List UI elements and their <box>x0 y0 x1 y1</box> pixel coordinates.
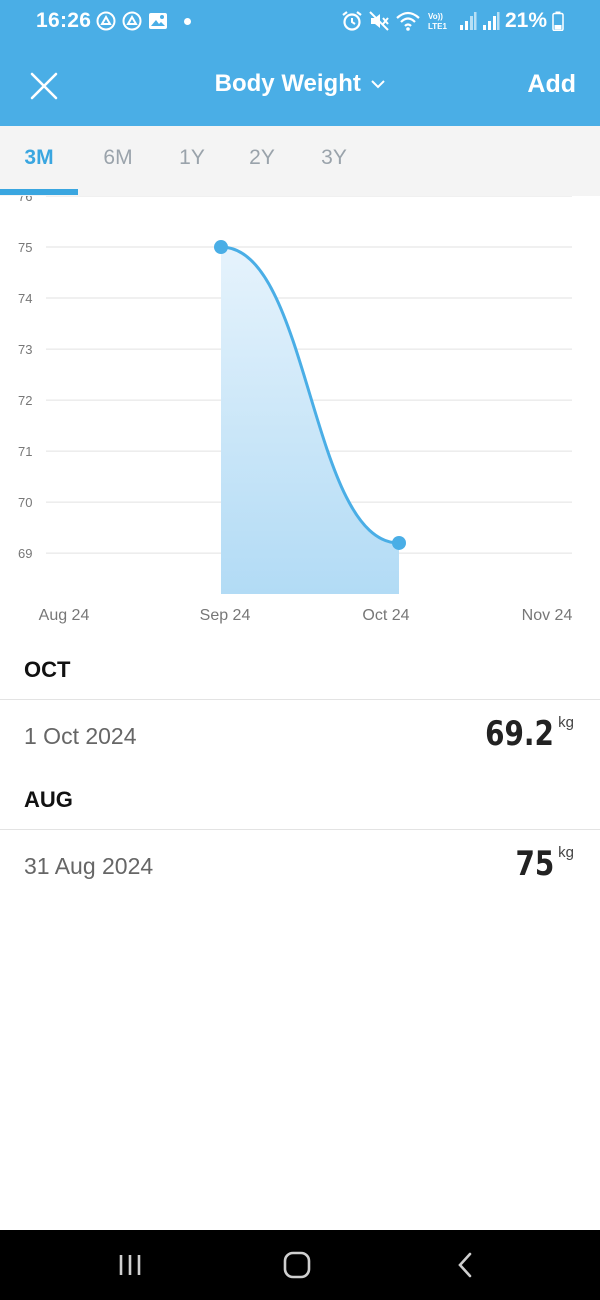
range-tabs: 3M 6M 1Y 2Y 3Y <box>0 126 600 196</box>
series-line <box>220 245 400 545</box>
x-tick-label: Nov 24 <box>522 607 573 624</box>
x-tick-label: Sep 24 <box>200 607 251 624</box>
y-tick-label: 71 <box>18 444 32 459</box>
app-notification-icon <box>122 11 142 31</box>
close-icon <box>30 72 58 100</box>
x-tick-label: Oct 24 <box>362 607 409 624</box>
y-tick-label: 75 <box>18 240 32 255</box>
back-icon[interactable] <box>452 1250 478 1280</box>
status-time: 16:26 <box>36 9 92 32</box>
entry-value: 69.2 <box>485 714 554 754</box>
app-bar: Body Weight Add <box>0 46 600 126</box>
signal-icon <box>459 12 477 30</box>
mute-icon <box>369 11 389 31</box>
status-bar: 16:26 Vo)) LTE1 21% <box>0 0 600 46</box>
tab-3y[interactable]: 3Y <box>321 146 347 169</box>
month-header-aug: AUG <box>24 787 73 812</box>
battery-icon <box>552 11 564 31</box>
entry-value: 75 <box>515 844 554 884</box>
y-tick-label: 70 <box>18 495 32 510</box>
close-button[interactable] <box>24 66 64 106</box>
y-tick-label: 74 <box>18 291 32 306</box>
data-point[interactable] <box>214 240 228 255</box>
area-fill <box>221 247 399 594</box>
svg-text:Vo)): Vo)) <box>428 12 443 21</box>
volte-icon: Vo))LTE1 <box>428 12 448 31</box>
x-tick-label: Aug 24 <box>39 607 90 624</box>
tab-1y[interactable]: 1Y <box>179 146 205 169</box>
y-tick-label: 73 <box>18 342 32 357</box>
home-icon[interactable] <box>282 1250 312 1280</box>
app-notification-icon <box>96 11 116 31</box>
tab-indicator <box>0 189 78 195</box>
alarm-icon <box>342 11 362 31</box>
image-icon <box>149 13 167 29</box>
dot-icon <box>184 17 191 25</box>
navigation-bar <box>0 1230 600 1300</box>
entry-date: 31 Aug 2024 <box>24 853 154 879</box>
entry-unit: kg <box>558 714 574 731</box>
recent-apps-icon[interactable] <box>116 1250 144 1280</box>
tab-6m[interactable]: 6M <box>103 146 133 169</box>
signal-icon <box>482 12 500 30</box>
tab-2y[interactable]: 2Y <box>249 146 275 169</box>
weight-chart: 76 75 74 73 72 71 70 69 Aug 24 Sep 24 Oct 24 Nov 2… <box>18 196 573 624</box>
y-tick-label: 69 <box>18 546 32 561</box>
add-button[interactable]: Add <box>527 70 576 98</box>
y-tick-label: 76 <box>18 196 32 204</box>
entry-unit: kg <box>558 844 574 861</box>
data-point[interactable] <box>392 535 406 550</box>
battery-percentage: 21% <box>504 9 547 32</box>
entry-date: 1 Oct 2024 <box>24 723 137 749</box>
tab-3m[interactable]: 3M <box>24 146 54 169</box>
title-dropdown[interactable]: Body Weight <box>0 70 600 98</box>
y-tick-label: 72 <box>18 393 32 408</box>
divider <box>0 699 600 700</box>
month-header-oct: OCT <box>24 657 71 682</box>
svg-text:LTE1: LTE1 <box>428 22 448 31</box>
wifi-icon <box>396 11 420 31</box>
chevron-down-icon <box>371 80 386 89</box>
page-title: Body Weight <box>214 70 361 97</box>
divider <box>0 829 600 830</box>
